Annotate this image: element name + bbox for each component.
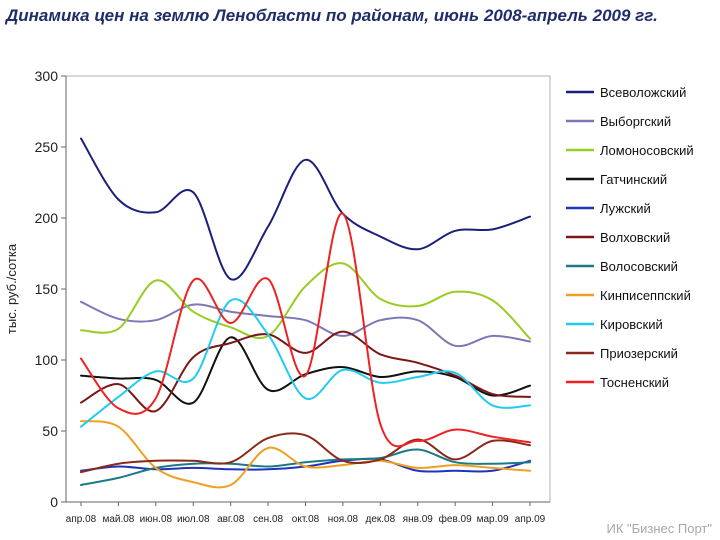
chart-title: Динамика цен на землю Ленобласти по райо…: [6, 6, 658, 25]
x-tick-label: янв.09: [403, 514, 434, 525]
series-line-11: [80, 212, 531, 448]
y-tick-label: 150: [35, 281, 59, 297]
y-tick-label: 250: [35, 139, 59, 155]
y-tick-label: 100: [35, 352, 59, 368]
legend-label: Кировский: [600, 317, 663, 332]
legend-label: Ломоносовский: [600, 143, 694, 158]
x-axis-ticks: апр.08 май.08 июн.08 июл.08 авг.08 сен.08 окт.…: [66, 502, 546, 525]
x-tick-label: апр.09: [515, 514, 546, 525]
series-line-2: [80, 300, 531, 348]
y-axis-ticks: 0 50 100 150 200 250 300: [35, 68, 66, 510]
x-tick-label: окт.08: [292, 514, 320, 525]
legend-label: Приозерский: [600, 346, 678, 361]
series-line-10: [80, 432, 531, 474]
series-lines: [80, 137, 531, 489]
legend-label: Гатчинский: [600, 172, 667, 187]
plot-area: [65, 75, 551, 503]
legend-label: Волосовский: [600, 259, 678, 274]
legend-label: Тосненский: [600, 375, 669, 390]
x-tick-label: дек.08: [365, 514, 395, 525]
x-tick-label: апр.08: [66, 514, 97, 525]
x-tick-label: июн.08: [140, 514, 173, 525]
series-line-9: [80, 298, 531, 428]
legend-label: Выборгский: [600, 114, 671, 129]
y-tick-label: 300: [35, 68, 59, 84]
y-tick-label: 0: [50, 494, 58, 510]
series-line-6: [80, 330, 531, 413]
y-tick-label: 50: [42, 423, 58, 439]
x-tick-label: мар.09: [477, 514, 509, 525]
y-axis-label: тыс. руб./сотка: [4, 243, 19, 334]
legend: Всеволожский Выборгский Ломоносовский Гатчи…: [566, 85, 694, 390]
series-line-4: [80, 336, 531, 405]
x-tick-label: ноя.08: [328, 514, 359, 525]
series-line-8: [80, 420, 531, 489]
legend-label: Кинписеппский: [600, 288, 691, 303]
x-tick-label: авг.08: [217, 514, 245, 525]
x-tick-label: фев.09: [439, 513, 472, 525]
legend-label: Лужский: [600, 201, 651, 216]
series-line-1: [80, 137, 531, 281]
legend-label: Волховский: [600, 230, 670, 245]
y-tick-label: 200: [35, 210, 59, 226]
x-tick-label: сен.08: [253, 514, 283, 525]
series-line-3: [80, 262, 531, 340]
x-tick-label: май.08: [102, 514, 134, 525]
source-watermark: ИК "Бизнес Порт": [606, 521, 712, 536]
x-tick-label: июл.08: [177, 514, 210, 525]
legend-label: Всеволожский: [600, 85, 686, 100]
